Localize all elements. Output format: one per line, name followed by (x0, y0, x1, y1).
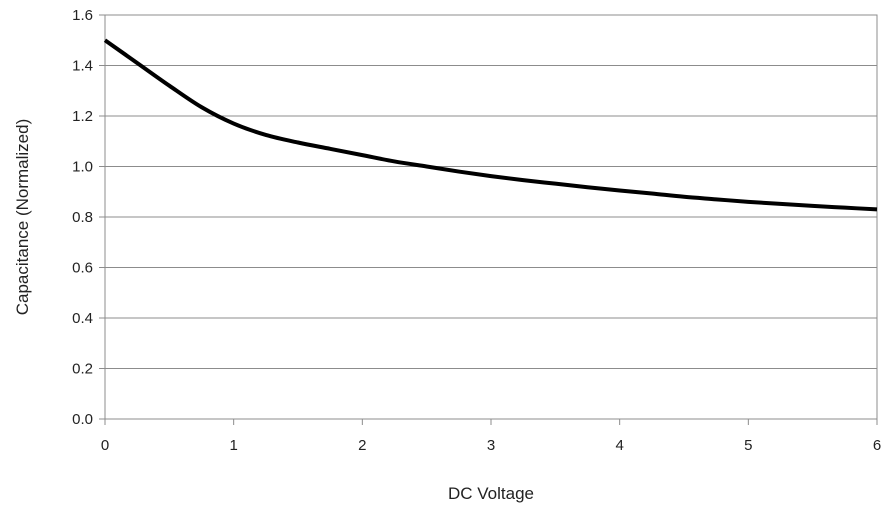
series-layer (103, 38, 878, 212)
x-tick-label: 4 (615, 437, 623, 454)
series-line (103, 38, 878, 212)
y-tick-label: 0.4 (72, 310, 93, 327)
x-axis-title: DC Voltage (448, 484, 534, 503)
y-tick-label: 0.2 (72, 361, 93, 378)
gridlines (105, 14, 877, 369)
y-tick-label: 0.0 (72, 411, 93, 428)
x-tick-label: 5 (744, 437, 752, 454)
plot-area-border (104, 14, 878, 420)
x-tick-label: 3 (487, 437, 495, 454)
y-tick-label: 1.4 (72, 58, 93, 75)
y-axis-title: Capacitance (Normalized) (13, 119, 32, 316)
y-tick-label: 1.6 (72, 7, 93, 24)
x-tick-label: 2 (358, 437, 366, 454)
x-tick-label: 6 (873, 437, 881, 454)
x-tick-label: 0 (101, 437, 109, 454)
axes (99, 14, 878, 425)
y-tick-label: 1.2 (72, 108, 93, 125)
y-tick-label: 0.8 (72, 209, 93, 226)
tick-labels: 0.0 0.2 0.4 0.6 0.8 1.0 1.2 1.4 1.6 0 1 2 3 4 5 6 (72, 7, 881, 454)
y-tick-label: 0.6 (72, 260, 93, 277)
y-tick-label: 1.0 (72, 159, 93, 176)
x-tick-label: 1 (229, 437, 237, 454)
